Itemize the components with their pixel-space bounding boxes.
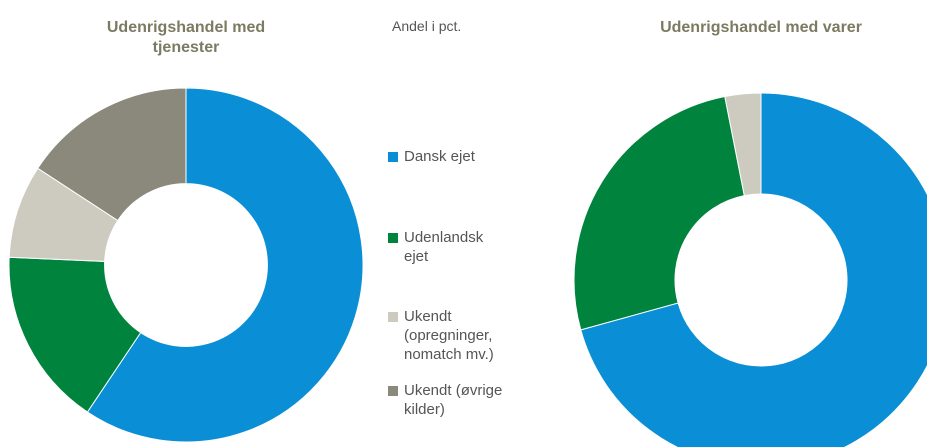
legend-label: Ukendt (øvrige kilder) [404,382,503,418]
legend-item: Udenlandsk ejet [388,228,508,266]
donut-slice [580,92,927,447]
legend-swatch [388,312,398,322]
legend-label: Udenlandsk ejet [404,229,484,265]
legend-swatch [388,233,398,243]
legend-item: Dansk ejet [388,147,508,166]
legend-label: Dansk ejet [404,148,475,165]
donut-slice [8,256,142,413]
subtitle: Andel i pct. [392,18,462,34]
donut-slice [573,95,745,331]
legend-item: Ukendt (opregninger, nomatch mv.) [388,307,503,364]
chart-title: Udenrigshandel med tjenester [106,19,266,56]
legend-swatch [388,152,398,162]
donut-slice [37,87,187,222]
legend-label: Ukendt (opregninger, nomatch mv.) [404,308,494,363]
donut-slice [86,87,364,443]
chart-title: Udenrigshandel med varer [660,19,862,36]
donut-slice [724,92,762,197]
legend-swatch [388,386,398,396]
legend-item: Ukendt (øvrige kilder) [388,381,503,419]
